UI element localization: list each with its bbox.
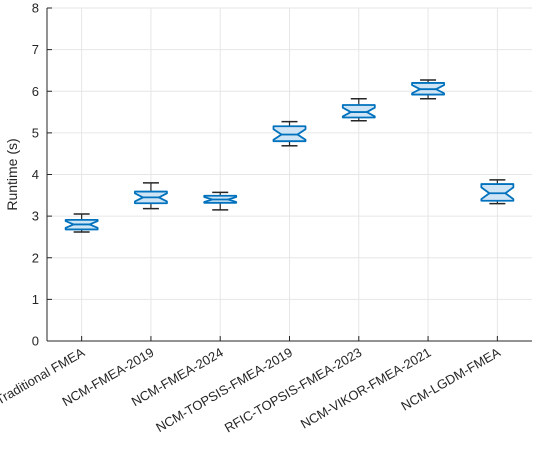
y-tick-label: 1 [32, 292, 39, 307]
box-series [64, 79, 515, 233]
y-tick-label: 7 [32, 42, 39, 57]
y-tick-labels: 0 1 2 3 4 5 6 7 8 [32, 1, 39, 349]
box-6 [411, 79, 445, 100]
x-tick-label: NCM-VIKOR-FMEA-2021 [298, 345, 434, 432]
y-tick-label: 3 [32, 209, 39, 224]
y-tick-label: 2 [32, 250, 39, 265]
box-2 [134, 182, 168, 210]
y-axis-label: Runtime (s) [4, 138, 20, 210]
x-tick-labels: Traditional FMEANCM-FMEA-2019NCM-FMEA-20… [0, 344, 503, 435]
y-tick-label: 4 [32, 167, 39, 182]
box-3 [203, 191, 238, 211]
y-tick-label: 5 [32, 125, 39, 140]
y-tick-label: 6 [32, 84, 39, 99]
grid-lines [47, 7, 532, 342]
box-7 [480, 179, 515, 205]
y-tick-label: 8 [32, 1, 39, 16]
box-1 [64, 213, 99, 233]
y-tick-label: 0 [32, 334, 39, 349]
box-5 [341, 97, 376, 122]
axes [46, 7, 532, 342]
box-4 [272, 120, 307, 147]
